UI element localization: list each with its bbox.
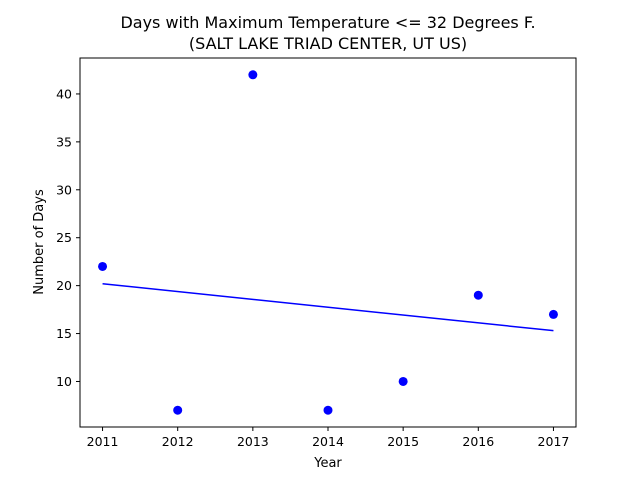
chart-title-line2: (SALT LAKE TRIAD CENTER, UT US) <box>189 34 467 53</box>
x-axis: 2011 2012 2013 2014 2015 2016 2017 <box>87 427 570 449</box>
data-point-2012 <box>173 405 183 415</box>
x-tick-label-2012: 2012 <box>162 434 194 449</box>
data-point-2014 <box>323 405 333 415</box>
x-axis-label: Year <box>313 456 342 471</box>
data-point-2016 <box>473 290 483 300</box>
x-tick-label-2011: 2011 <box>87 434 119 449</box>
data-point-2017 <box>548 309 558 319</box>
data-points <box>98 70 558 415</box>
x-tick-label-2014: 2014 <box>312 434 344 449</box>
y-tick-label-35: 35 <box>56 134 72 149</box>
trend-line-layer <box>102 282 554 332</box>
x-tick-label-2016: 2016 <box>462 434 494 449</box>
trend-line <box>102 282 554 332</box>
y-tick-label-15: 15 <box>56 326 72 341</box>
x-tick-label-2013: 2013 <box>237 434 269 449</box>
y-axis: 10 15 20 25 30 35 40 <box>56 86 80 389</box>
y-tick-label-10: 10 <box>56 374 72 389</box>
plot-area <box>79 57 577 428</box>
x-tick-label-2017: 2017 <box>538 434 570 449</box>
y-tick-label-30: 30 <box>56 182 72 197</box>
x-tick-label-2015: 2015 <box>387 434 419 449</box>
data-point-2011 <box>98 261 108 271</box>
y-axis-label: Number of Days <box>32 189 47 295</box>
y-tick-label-40: 40 <box>56 86 72 101</box>
data-point-2015 <box>398 376 408 386</box>
data-point-2013 <box>248 70 258 80</box>
chart-title-line1: Days with Maximum Temperature <= 32 Degr… <box>120 13 535 32</box>
y-tick-label-25: 25 <box>56 230 72 245</box>
y-tick-label-20: 20 <box>56 278 72 293</box>
